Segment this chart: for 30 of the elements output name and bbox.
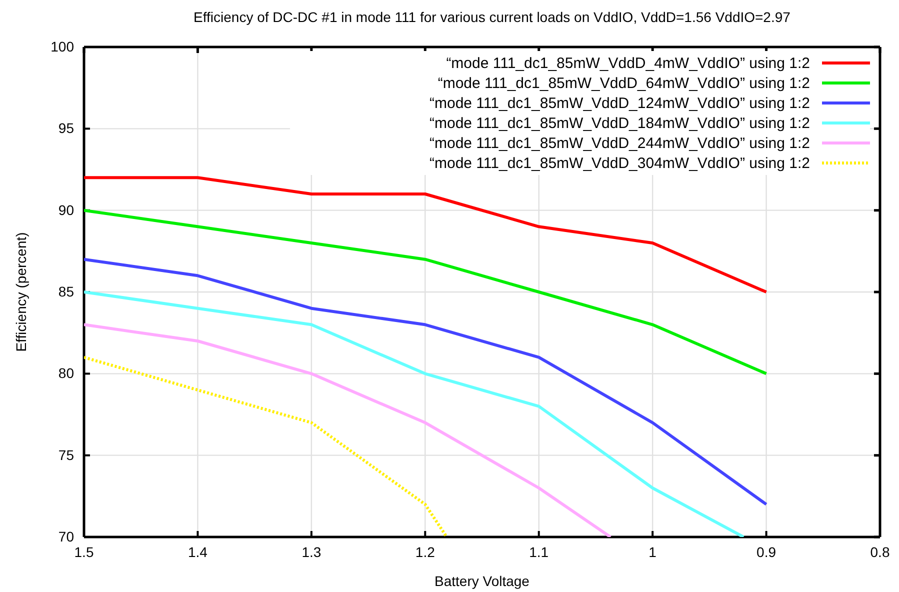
x-tick-label: 1.5 [74, 544, 94, 560]
y-tick-label: 75 [58, 446, 74, 463]
y-tick-label: 70 [58, 528, 74, 544]
y-axis-title: Efficiency (percent) [13, 232, 29, 352]
x-tick-label: 1.1 [529, 544, 549, 560]
y-tick-label: 95 [58, 120, 74, 136]
x-tick-label: 1.4 [188, 544, 208, 560]
x-tick-label: 1 [648, 544, 657, 560]
line-series [84, 258, 768, 506]
legend-label: “mode 111_dc1_85mW_VddD_124mW_VddIO” using 1:2 [430, 95, 810, 112]
x-tick-label: 1.3 [302, 544, 322, 560]
legend-label: “mode 111_dc1_85mW_VddD_184mW_VddIO” using 1:2 [430, 115, 810, 132]
line-series [84, 176, 768, 294]
x-tick-label: 0.8 [870, 544, 890, 560]
x-axis-title: Battery Voltage [434, 573, 530, 589]
line-series [84, 323, 612, 537]
y-tick-label: 90 [58, 202, 74, 218]
legend-label: “mode 111_dc1_85mW_VddD_244mW_VddIO” using 1:2 [430, 135, 810, 152]
legend-label: “mode 111_dc1_85mW_VddD_304mW_VddIO” using 1:2 [430, 155, 810, 172]
y-tick-label: 100 [50, 38, 74, 54]
chart-title: Efficiency of DC-DC #1 in mode 111 for various current loads on VddIO, VddD=1.56 VddIO=2.97 [194, 9, 791, 25]
x-tick-label: 1.2 [415, 544, 436, 560]
legend-label: “mode 111_dc1_85mW_VddD_4mW_VddIO” using 1:2 [446, 55, 810, 72]
y-tick-label: 85 [58, 283, 74, 300]
legend-label: “mode 111_dc1_85mW_VddD_64mW_VddIO” using 1:2 [438, 75, 810, 92]
y-tick-label: 80 [58, 365, 74, 382]
x-tick-label: 0.9 [756, 544, 776, 560]
line-series [84, 208, 768, 376]
line-series [84, 356, 448, 537]
line-series [84, 290, 746, 537]
